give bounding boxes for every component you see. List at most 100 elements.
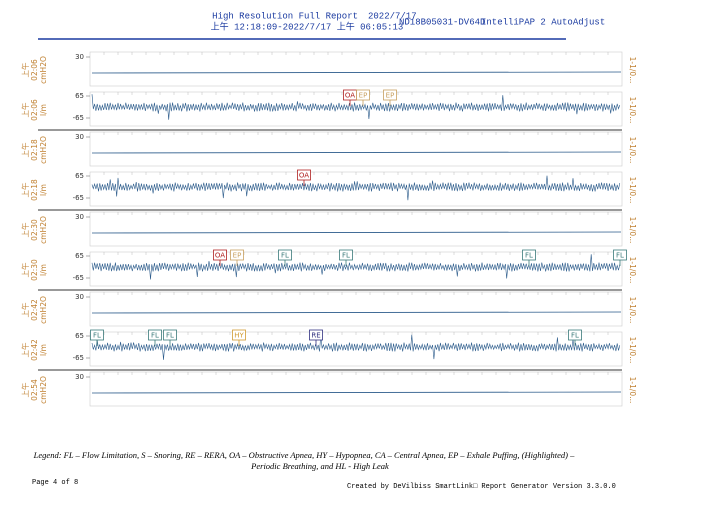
strip-period-label: 上午	[20, 262, 30, 277]
y-tick-label: 30	[75, 133, 84, 141]
event-box	[230, 249, 244, 261]
strip-period-label: 上午	[20, 182, 30, 197]
strip-unit-label: cmH2O	[39, 136, 48, 164]
side-label: 1-1/0...	[628, 337, 637, 364]
legend-line: Legend: FL – Flow Limitation, S – Snorin…	[33, 450, 575, 460]
report-range: 上午 12:18:09-2022/7/17 上午 06:05:13	[211, 20, 404, 32]
strip-period-label: 上午	[20, 302, 30, 317]
strip-unit-label: l/m	[39, 344, 48, 356]
side-label: 1-1/0...	[628, 97, 637, 124]
y-tick-label: 65	[75, 332, 84, 340]
event-box	[309, 329, 323, 341]
event-box	[297, 169, 311, 181]
event-box	[90, 329, 104, 341]
strip-unit-label: cmH2O	[39, 376, 48, 404]
serial-number: ND18B05031-DV64D	[399, 17, 485, 27]
strip-time-label: 02:30	[30, 219, 39, 241]
event-label: FL	[281, 252, 289, 260]
event-label: FL	[166, 332, 174, 340]
strip-time-label: 02:18	[30, 179, 39, 201]
side-label: 1-1/0...	[628, 217, 637, 244]
event-box	[148, 329, 162, 341]
y-tick-label: -65	[73, 354, 84, 362]
flow-waveform	[91, 94, 621, 120]
strip-time-label: 02:06	[30, 99, 39, 121]
y-tick-label: 30	[75, 293, 84, 301]
strip-time-label: 02:42	[30, 299, 39, 321]
strip-time-label: 02:06	[30, 59, 39, 81]
plot-frame	[89, 291, 623, 327]
flow-waveform	[91, 254, 621, 280]
flow-waveform	[91, 175, 621, 201]
pressure-waveform	[91, 231, 622, 234]
event-label: FL	[525, 252, 533, 260]
side-label: 1-1/0...	[628, 177, 637, 204]
strip-unit-label: cmH2O	[39, 296, 48, 324]
event-box	[232, 329, 246, 341]
event-label: FL	[571, 332, 579, 340]
event-label: OA	[215, 252, 225, 260]
y-tick-label: 65	[75, 252, 84, 260]
side-label: 1-1/0...	[628, 297, 637, 324]
event-box	[163, 329, 177, 341]
strip-unit-label: l/m	[39, 264, 48, 276]
event-label: EP	[233, 252, 242, 260]
y-tick-label: -65	[73, 194, 84, 202]
strip-unit-label: l/m	[39, 184, 48, 196]
device-name: IntelliPAP 2 AutoAdjust	[481, 17, 605, 27]
event-label: EP	[359, 92, 368, 100]
report-date: 2022/7/17	[368, 11, 417, 21]
y-tick-label: 30	[75, 53, 84, 61]
strip-time-label: 02:54	[30, 379, 39, 401]
strip-time-label: 02:30	[30, 259, 39, 281]
event-label: FL	[151, 332, 159, 340]
plot-frame	[89, 211, 623, 247]
strip-period-label: 上午	[20, 142, 30, 157]
strip-unit-label: cmH2O	[39, 56, 48, 84]
strip-unit-label: l/m	[39, 104, 48, 116]
plot-frame	[89, 131, 623, 167]
strip-period-label: 上午	[20, 382, 30, 397]
side-label: 1-1/0...	[628, 137, 637, 164]
event-label: HY	[234, 332, 244, 340]
strip-period-label: 上午	[20, 102, 30, 117]
y-tick-label: 30	[75, 213, 84, 221]
plot-frame	[89, 371, 623, 407]
flow-waveform	[91, 334, 621, 360]
page-number: Page 4 of 8	[32, 479, 78, 487]
event-box	[278, 249, 292, 261]
event-label: OA	[345, 92, 355, 100]
event-label: FL	[616, 252, 624, 260]
event-label: FL	[93, 332, 101, 340]
report-title: High Resolution Full Report	[212, 11, 358, 21]
strip-unit-label: cmH2O	[39, 216, 48, 244]
strip-period-label: 上午	[20, 342, 30, 357]
event-box	[522, 249, 536, 261]
strip-time-label: 02:18	[30, 139, 39, 161]
y-tick-label: 65	[75, 92, 84, 100]
event-box	[339, 249, 353, 261]
plot-frame	[89, 51, 623, 87]
pressure-waveform	[91, 311, 622, 314]
event-box	[213, 249, 227, 261]
event-box	[568, 329, 582, 341]
event-box	[613, 249, 627, 261]
legend-line: Periodic Breathing, and HL - High Leak	[250, 461, 389, 471]
side-label: 1-1/0...	[628, 257, 637, 284]
event-box	[383, 89, 397, 101]
event-label: EP	[386, 92, 395, 100]
y-tick-label: -65	[73, 274, 84, 282]
credit: Created by DeVilbiss SmartLink□ Report G…	[347, 483, 616, 491]
pressure-waveform	[91, 151, 622, 154]
side-label: 1-1/0...	[628, 57, 637, 84]
pressure-waveform	[91, 71, 622, 74]
event-label: RE	[311, 332, 320, 340]
y-tick-label: 30	[75, 373, 84, 381]
y-tick-label: 65	[75, 172, 84, 180]
strip-period-label: 上午	[20, 62, 30, 77]
pressure-waveform	[91, 391, 622, 394]
strip-time-label: 02:42	[30, 339, 39, 361]
side-label: 1-1/0...	[628, 377, 637, 404]
event-label: OA	[299, 172, 309, 180]
